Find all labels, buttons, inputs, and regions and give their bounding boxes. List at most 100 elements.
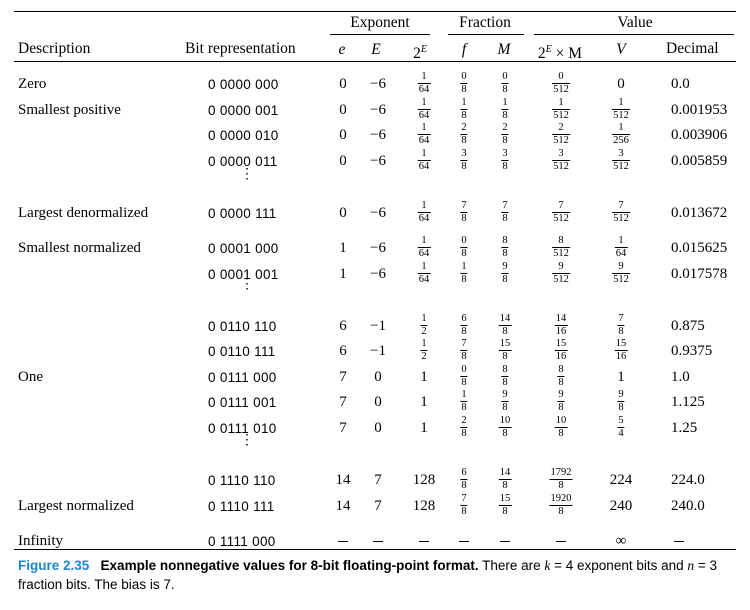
cell-E: −6 <box>370 153 386 169</box>
cell-e: 6 <box>339 318 347 334</box>
cell-2E: 1 64 <box>417 122 431 146</box>
figure-caption: Figure 2.35 Example nonnegative values f… <box>18 558 718 592</box>
cell-M: 10 8 <box>498 415 512 439</box>
cell-2E-times-M: 10 8 <box>554 415 568 439</box>
cell-V: 9 512 <box>612 261 630 285</box>
cell-V: 1 <box>617 369 625 385</box>
row-bit-representation: 0 1111 000 <box>208 534 276 549</box>
row-bit-representation: 0 0111 010 <box>208 421 277 436</box>
cell-E: −6 <box>370 127 386 143</box>
row-bit-representation: 0 0000 000 <box>208 77 279 92</box>
cell-decimal: 0.0 <box>671 76 690 92</box>
cell-decimal: 0.017578 <box>671 266 728 282</box>
cell-e: 14 <box>335 472 351 488</box>
cell-e <box>338 541 348 542</box>
cell-V: 0 <box>617 76 625 92</box>
cell-2E-times-M: 15 16 <box>554 338 568 362</box>
cell-decimal: 0.005859 <box>671 153 728 169</box>
cell-2E: 1 64 <box>417 71 431 95</box>
cell-2E: 1 <box>420 420 428 436</box>
cell-E: 7 <box>374 472 382 488</box>
cell-2E: 1 64 <box>417 97 431 121</box>
cell-e: 0 <box>339 153 347 169</box>
header-e: e <box>338 41 346 58</box>
cell-M <box>500 541 510 542</box>
row-bit-representation: 0 1110 110 <box>208 473 276 488</box>
cell-e: 14 <box>335 498 351 514</box>
cell-E: 0 <box>374 394 382 410</box>
cell-E: −6 <box>370 102 386 118</box>
cell-2E-times-M: 0 512 <box>552 71 570 95</box>
cell-V: 1 256 <box>612 122 630 146</box>
cell-decimal: 1.0 <box>671 369 690 385</box>
header-value-group: Value <box>617 14 653 31</box>
cell-2E: 128 <box>412 472 436 488</box>
cell-e: 7 <box>339 420 347 436</box>
header-2E: 2E <box>413 44 427 63</box>
row-bit-representation: 0 1110 111 <box>208 499 275 514</box>
cell-2E <box>419 541 429 542</box>
header-exponent-group: Exponent <box>350 14 410 31</box>
cell-decimal <box>674 541 684 542</box>
cell-E: 0 <box>374 369 382 385</box>
header-E: E <box>371 41 381 58</box>
cell-decimal: 0.875 <box>671 318 705 334</box>
cell-e: 7 <box>339 394 347 410</box>
cell-2E: 1 64 <box>417 261 431 285</box>
cell-V: 7 512 <box>612 200 630 224</box>
row-bit-representation: 0 0001 000 <box>208 241 279 256</box>
cell-decimal: 240.0 <box>671 498 705 514</box>
cell-E: 7 <box>374 498 382 514</box>
row-description: One <box>18 369 43 385</box>
row-bit-representation: 0 0001 001 <box>208 267 279 282</box>
cell-E: −6 <box>370 240 386 256</box>
cell-2E-times-M: 1 512 <box>552 97 570 121</box>
cell-E: −1 <box>370 343 386 359</box>
cell-2E-times-M: 1920 8 <box>549 493 573 517</box>
row-bit-representation: 0 0111 001 <box>208 395 277 410</box>
exponent-group-rule <box>330 34 430 35</box>
row-description: Infinity <box>18 533 63 549</box>
cell-E: 0 <box>374 420 382 436</box>
row-description: Smallest positive <box>18 102 121 118</box>
cell-2E: 1 64 <box>417 148 431 172</box>
header-rule <box>14 61 736 62</box>
top-rule <box>14 11 736 12</box>
cell-2E-times-M <box>556 541 566 542</box>
cell-f <box>459 541 469 542</box>
cell-e: 6 <box>339 343 347 359</box>
cell-V: 224 <box>609 472 633 488</box>
header-f: f <box>461 41 467 58</box>
cell-V: 240 <box>609 498 633 514</box>
cell-decimal: 224.0 <box>671 472 705 488</box>
cell-decimal: 1.125 <box>671 394 705 410</box>
row-bit-representation: 0 0110 110 <box>208 319 277 334</box>
cell-E: −6 <box>370 76 386 92</box>
ellipsis-2: ⋮ <box>240 277 254 292</box>
cell-decimal: 0.001953 <box>671 102 728 118</box>
row-description: Largest normalized <box>18 498 134 514</box>
cell-E: −6 <box>370 266 386 282</box>
cell-V: 15 16 <box>614 338 628 362</box>
row-bit-representation: 0 0110 111 <box>208 344 276 359</box>
cell-2E: 1 <box>420 394 428 410</box>
cell-V: 1 512 <box>612 97 630 121</box>
cell-decimal: 0.015625 <box>671 240 728 256</box>
header-description: Description <box>18 40 91 57</box>
row-description: Largest denormalized <box>18 205 149 221</box>
